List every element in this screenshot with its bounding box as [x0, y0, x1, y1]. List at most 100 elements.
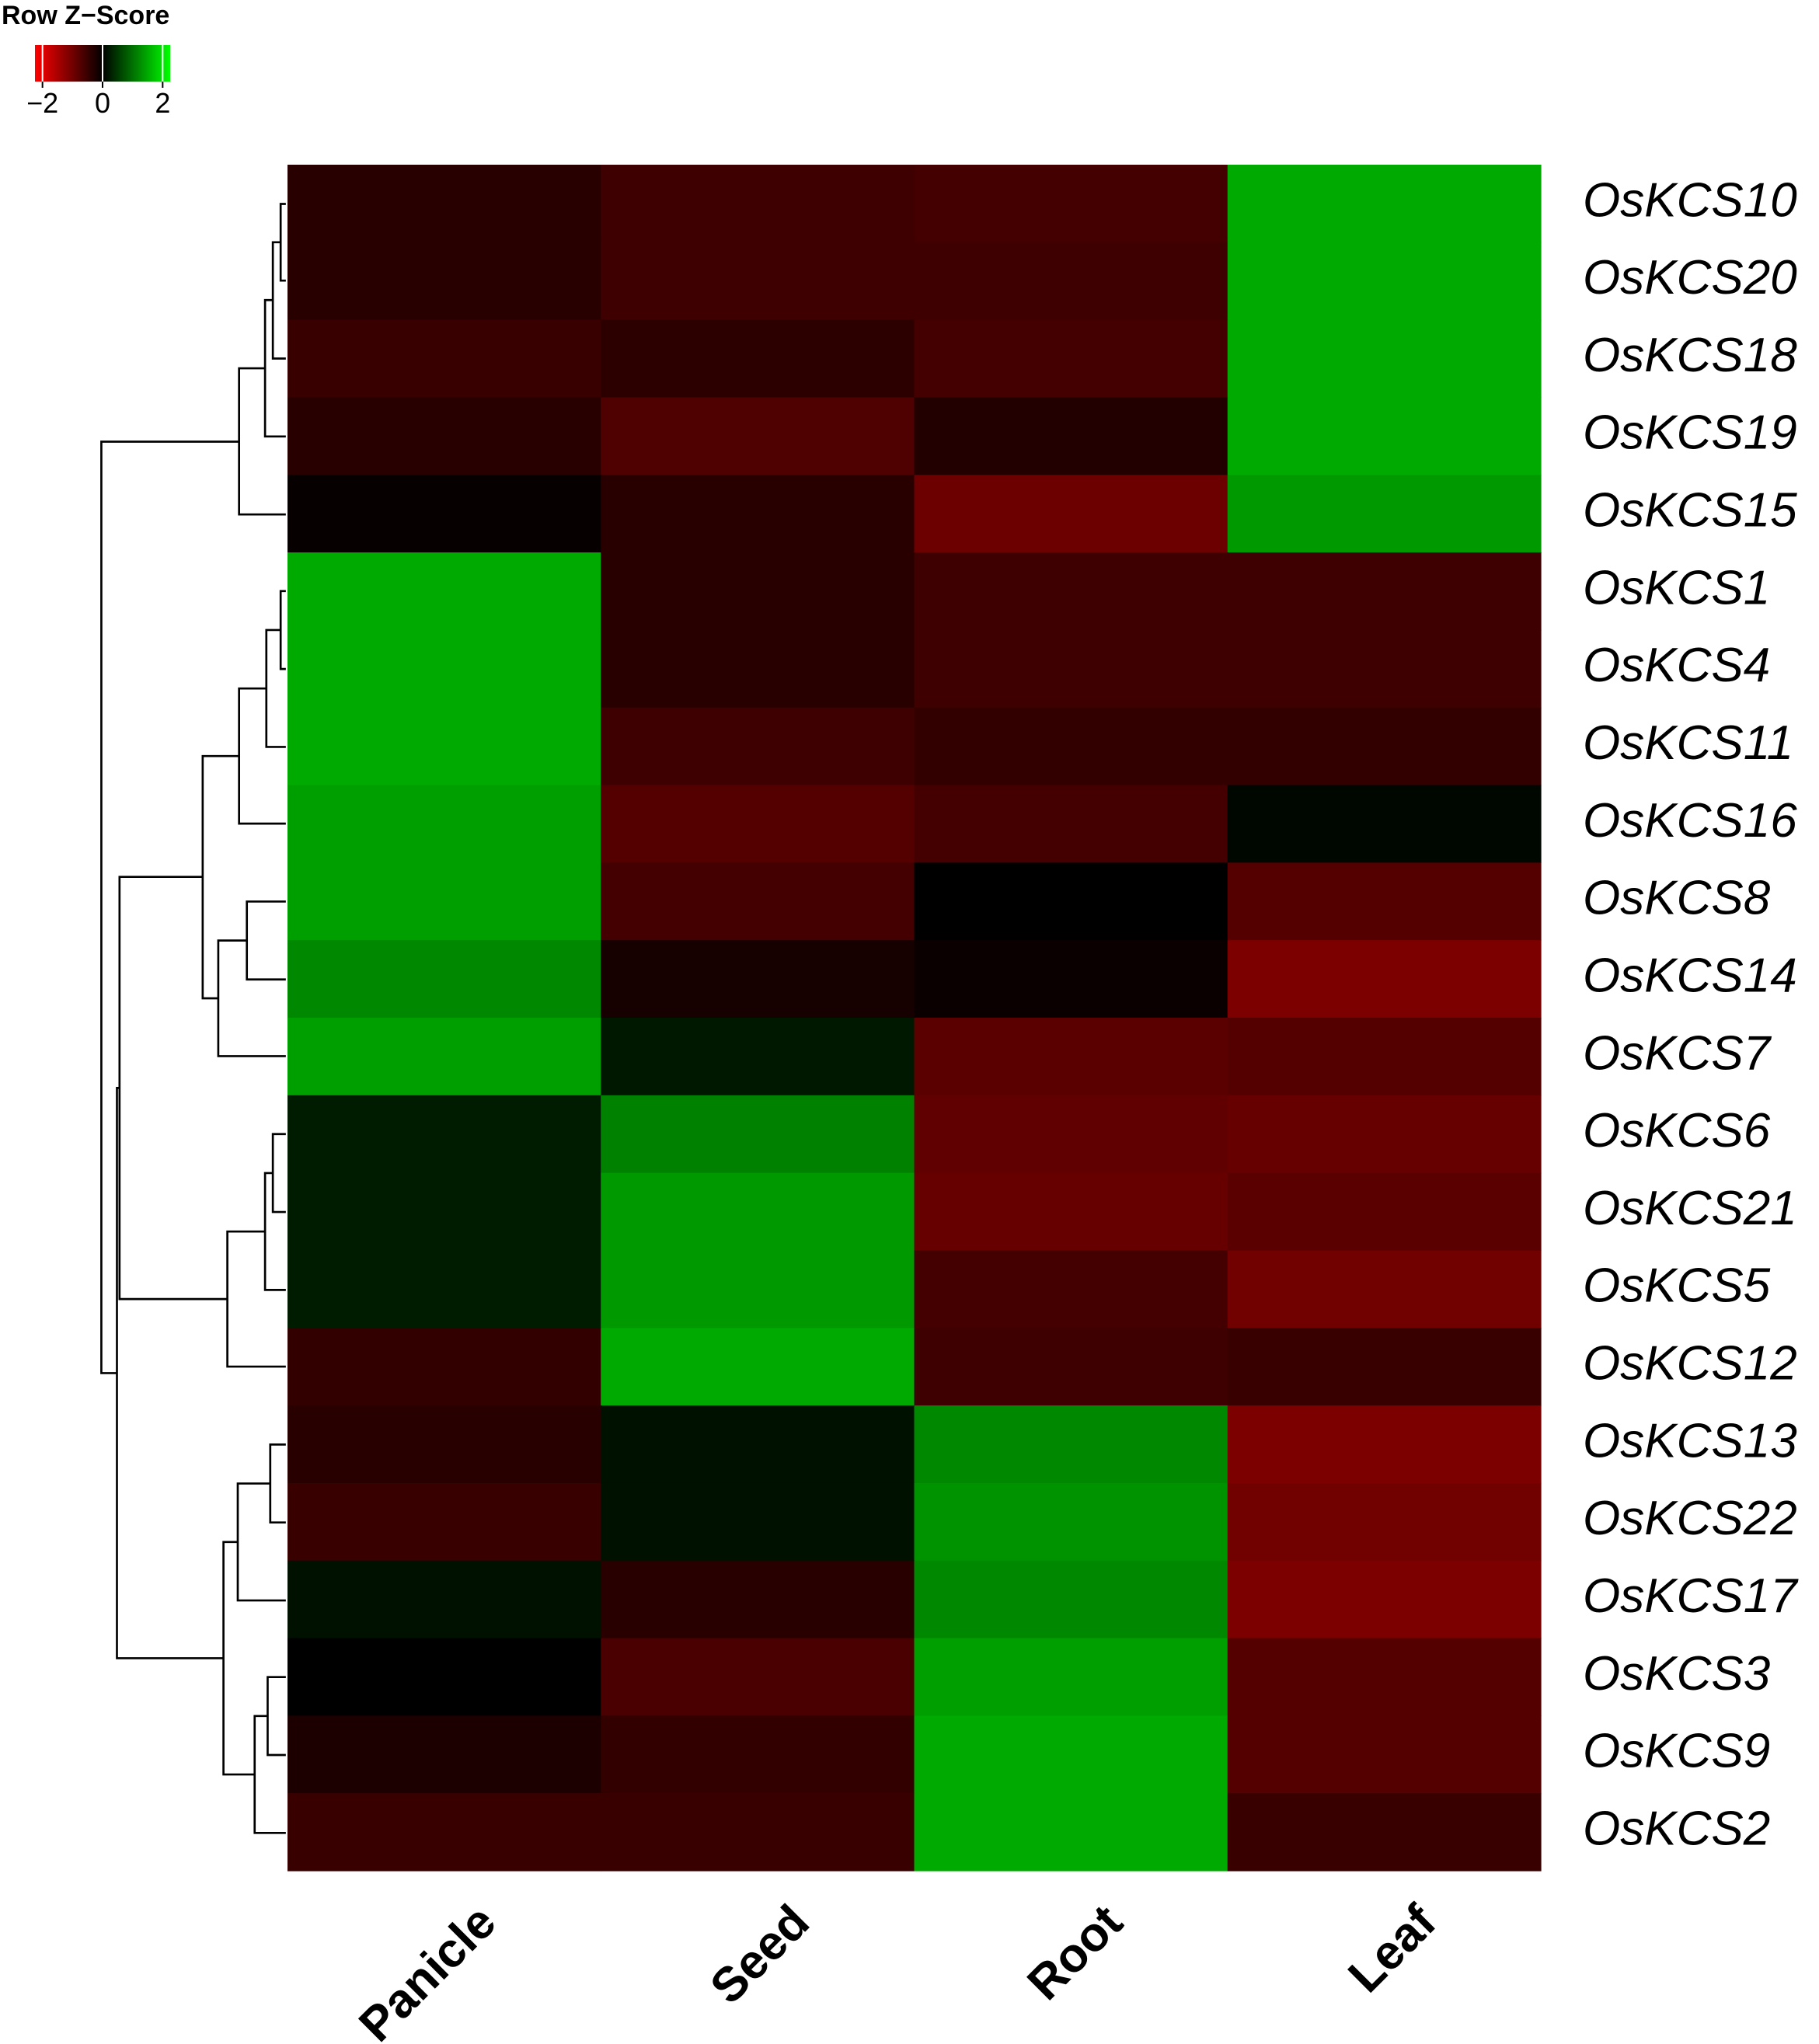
heatmap-cell — [287, 165, 601, 243]
heatmap-cell — [1227, 1638, 1542, 1716]
heatmap-cell — [287, 475, 601, 553]
heatmap-cell — [1227, 242, 1542, 321]
heatmap-cell — [1227, 1250, 1542, 1328]
heatmap-cell — [1227, 397, 1542, 475]
row-label: OsKCS7 — [1583, 1026, 1772, 1080]
heatmap-cell — [287, 940, 601, 1019]
row-label: OsKCS22 — [1583, 1492, 1797, 1545]
heatmap-cell — [1227, 1560, 1542, 1639]
heatmap-cell — [601, 1095, 915, 1174]
colorbar-tick-label: −2 — [26, 87, 58, 119]
heatmap-cell — [287, 1793, 601, 1872]
heatmap-cell — [914, 1250, 1228, 1328]
heatmap-cell — [601, 785, 915, 863]
heatmap-cell — [287, 785, 601, 863]
row-label: OsKCS18 — [1583, 329, 1797, 382]
row-label: OsKCS17 — [1583, 1569, 1799, 1623]
heatmap-cell — [914, 1715, 1228, 1794]
row-label: OsKCS2 — [1583, 1802, 1770, 1855]
column-label: Seed — [700, 1895, 820, 2014]
heatmap-cell — [601, 1405, 915, 1484]
heatmap-cell — [287, 707, 601, 786]
row-label: OsKCS10 — [1583, 173, 1797, 227]
heatmap-cell — [287, 1250, 601, 1328]
heatmap-cell — [601, 1715, 915, 1794]
heatmap-cell — [914, 319, 1228, 399]
heatmap-cell — [287, 629, 601, 709]
row-label: OsKCS20 — [1583, 251, 1797, 305]
heatmap-cell — [1227, 1172, 1542, 1252]
heatmap-cell — [287, 319, 601, 399]
heatmap-cell — [914, 940, 1228, 1019]
dendrogram — [100, 203, 286, 1834]
heatmap-cell — [601, 552, 915, 631]
heatmap-cell — [601, 319, 915, 399]
heatmap-cell — [287, 1018, 601, 1096]
heatmap-cell — [601, 1560, 915, 1639]
row-label: OsKCS3 — [1583, 1647, 1770, 1701]
colorbar-title: Row Z−Score — [2, 1, 169, 30]
row-label: OsKCS9 — [1583, 1725, 1770, 1778]
heatmap-cell — [601, 1250, 915, 1328]
heatmap-cell — [1227, 940, 1542, 1019]
heatmap-cell — [1227, 1715, 1542, 1794]
row-label: OsKCS11 — [1583, 716, 1793, 770]
row-label: OsKCS14 — [1583, 949, 1797, 1002]
heatmap-cell — [601, 1018, 915, 1096]
heatmap-cell — [601, 1328, 915, 1406]
heatmap-cell — [914, 1328, 1228, 1406]
heatmap-cell — [601, 1172, 915, 1252]
colorbar-tick-label: 0 — [95, 87, 110, 119]
column-label: Root — [1017, 1895, 1133, 2011]
heatmap-cell — [601, 475, 915, 553]
heatmap-cell — [287, 1560, 601, 1639]
heatmap-cell — [287, 1638, 601, 1716]
row-label: OsKCS15 — [1583, 484, 1797, 538]
heatmap-cell — [601, 165, 915, 243]
heatmap-cell — [1227, 552, 1542, 631]
heatmap-cell — [914, 1560, 1228, 1639]
heatmap-cell — [1227, 1793, 1542, 1872]
row-label: OsKCS8 — [1583, 872, 1771, 925]
heatmap-cell — [1227, 862, 1542, 941]
heatmap-cell — [914, 165, 1228, 243]
row-label: OsKCS19 — [1583, 406, 1797, 460]
heatmap-cell — [914, 1172, 1228, 1252]
heatmap-cell — [601, 1638, 915, 1716]
column-label: Leaf — [1338, 1895, 1446, 2003]
row-label: OsKCS12 — [1583, 1337, 1797, 1391]
heatmap-cell — [914, 629, 1228, 709]
heatmap-cell — [601, 862, 915, 941]
heatmap-cell — [1227, 475, 1542, 553]
column-label: Panicle — [349, 1895, 506, 2044]
row-label: OsKCS1 — [1583, 561, 1770, 615]
heatmap-cell — [601, 397, 915, 475]
heatmap-cell — [287, 1715, 601, 1794]
heatmap-cell — [1227, 319, 1542, 399]
heatmap-cell — [914, 1018, 1228, 1096]
heatmap-cell — [601, 707, 915, 786]
heatmap-cell — [914, 475, 1228, 553]
heatmap-cell — [914, 862, 1228, 941]
row-label: OsKCS4 — [1583, 639, 1770, 692]
heatmap-cell — [914, 242, 1228, 321]
heatmap-cell — [914, 552, 1228, 631]
heatmap-cell — [914, 1405, 1228, 1484]
heatmap-cell — [1227, 165, 1542, 243]
colorbar-tick-label: 2 — [155, 87, 170, 119]
heatmap-cell — [1227, 785, 1542, 863]
row-label: OsKCS21 — [1583, 1182, 1797, 1235]
heatmap-cell — [1227, 1328, 1542, 1406]
heatmap-cell — [287, 242, 601, 321]
heatmap-cell — [287, 552, 601, 631]
heatmap-cell — [914, 397, 1228, 475]
heatmap-cell — [914, 1095, 1228, 1174]
row-label: OsKCS5 — [1583, 1259, 1771, 1313]
heatmap-cell — [601, 629, 915, 709]
heatmap-cell — [601, 940, 915, 1019]
heatmap-cell — [1227, 1405, 1542, 1484]
heatmap-cell — [287, 397, 601, 475]
heatmap-cell — [601, 1482, 915, 1562]
heatmap-cell — [1227, 1095, 1542, 1174]
